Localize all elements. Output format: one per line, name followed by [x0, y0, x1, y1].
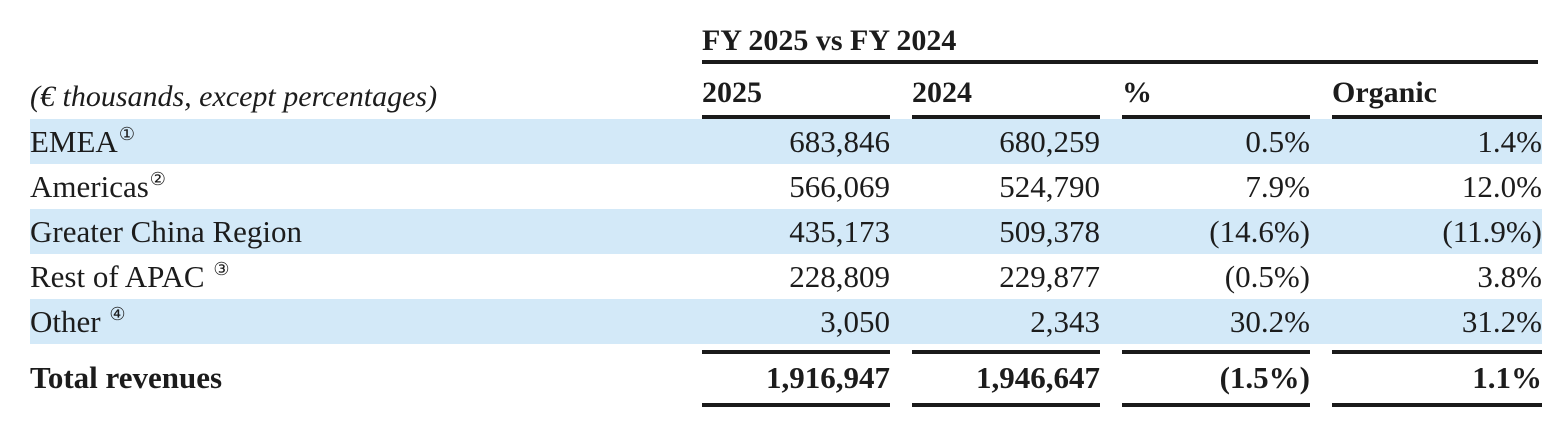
value-percent-change: 0.5%: [1245, 123, 1310, 159]
revenues-by-region-table: FY 2025 vs FY 2024 (€ thousands, except …: [30, 26, 1542, 407]
value-percent-change: 7.9%: [1245, 168, 1310, 204]
table-row-rest-of-apac: Rest of APAC ③ 228,809 229,877 (0.5%) 3.…: [30, 254, 1542, 299]
row-label: EMEA①: [30, 124, 680, 160]
value-percent-change: (0.5%): [1224, 258, 1310, 294]
row-label: Rest of APAC ③: [30, 259, 680, 295]
value-organic-change: 12.0%: [1461, 168, 1542, 204]
total-organic-change: 1.1%: [1332, 350, 1542, 407]
column-header-2024: 2024: [912, 64, 1100, 119]
value-organic-change: 1.4%: [1477, 123, 1542, 159]
value-percent-change: 30.2%: [1229, 303, 1310, 339]
table-row-total-revenues: Total revenues 1,916,947 1,946,647 (1.5%…: [30, 350, 1542, 407]
total-label: Total revenues: [30, 360, 223, 395]
row-label-text: Americas: [30, 168, 149, 204]
table-caption: (€ thousands, except percentages): [30, 80, 438, 113]
value-organic-change: 31.2%: [1461, 303, 1542, 339]
value-fy2024: 229,877: [999, 258, 1100, 294]
value-percent-change: (14.6%): [1209, 213, 1310, 249]
table-row-other: Other ④ 3,050 2,343 30.2% 31.2%: [30, 299, 1542, 344]
row-label-text: Other: [30, 303, 109, 339]
column-header-row: (€ thousands, except percentages) 2025 2…: [30, 64, 1542, 119]
comparison-period-header: FY 2025 vs FY 2024: [702, 26, 1538, 64]
row-label: Other ④: [30, 304, 680, 340]
row-label-text: EMEA: [30, 123, 118, 159]
value-fy2024: 509,378: [999, 213, 1100, 249]
value-fy2025: 228,809: [789, 258, 890, 294]
row-label: Greater China Region: [30, 214, 680, 250]
value-organic-change: 3.8%: [1477, 258, 1542, 294]
footnote-marker: ④: [109, 303, 126, 325]
table-row-americas: Americas② 566,069 524,790 7.9% 12.0%: [30, 164, 1542, 209]
column-header-percent: %: [1122, 64, 1310, 119]
value-fy2025: 435,173: [789, 213, 890, 249]
value-organic-change: (11.9%): [1442, 213, 1542, 249]
row-label: Americas②: [30, 169, 680, 205]
column-header-2025: 2025: [702, 64, 890, 119]
footnote-marker: ①: [118, 123, 135, 145]
footnote-marker: ③: [213, 258, 230, 280]
value-fy2024: 680,259: [999, 123, 1100, 159]
value-fy2025: 3,050: [820, 303, 890, 339]
table-row-greater-china: Greater China Region 435,173 509,378 (14…: [30, 209, 1542, 254]
row-label-text: Rest of APAC: [30, 258, 213, 294]
footnote-marker: ②: [149, 168, 166, 190]
total-percent-change: (1.5%): [1122, 350, 1310, 407]
row-label-text: Greater China Region: [30, 213, 303, 249]
total-fy2025: 1,916,947: [702, 350, 890, 407]
value-fy2024: 524,790: [999, 168, 1100, 204]
table-row-emea: EMEA① 683,846 680,259 0.5% 1.4%: [30, 119, 1542, 164]
value-fy2025: 683,846: [789, 123, 890, 159]
column-header-organic: Organic: [1332, 64, 1542, 119]
value-fy2024: 2,343: [1030, 303, 1100, 339]
total-fy2024: 1,946,647: [912, 350, 1100, 407]
value-fy2025: 566,069: [789, 168, 890, 204]
